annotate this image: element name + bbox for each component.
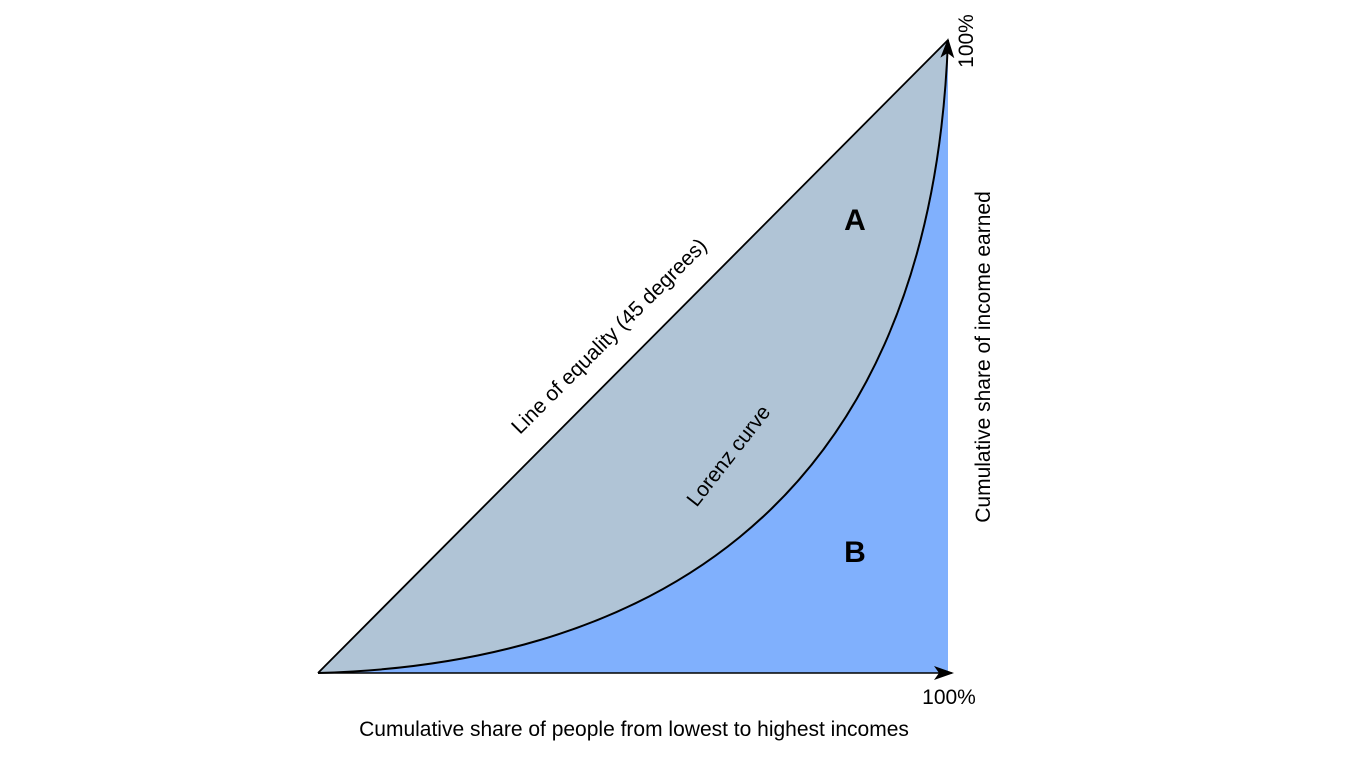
x-axis-end-label: 100%	[922, 686, 976, 709]
line-of-equality	[317, 39, 949, 674]
lorenz-curve	[317, 38, 955, 674]
y-axis-end-label: 100%	[955, 14, 978, 68]
region-a-label: A	[844, 204, 866, 237]
region-b-label: B	[844, 536, 866, 569]
region-b-area	[318, 40, 948, 673]
y-axis-label: Cumulative share of income earned	[972, 191, 995, 523]
x-axis-label: Cumulative share of people from lowest t…	[359, 718, 909, 741]
